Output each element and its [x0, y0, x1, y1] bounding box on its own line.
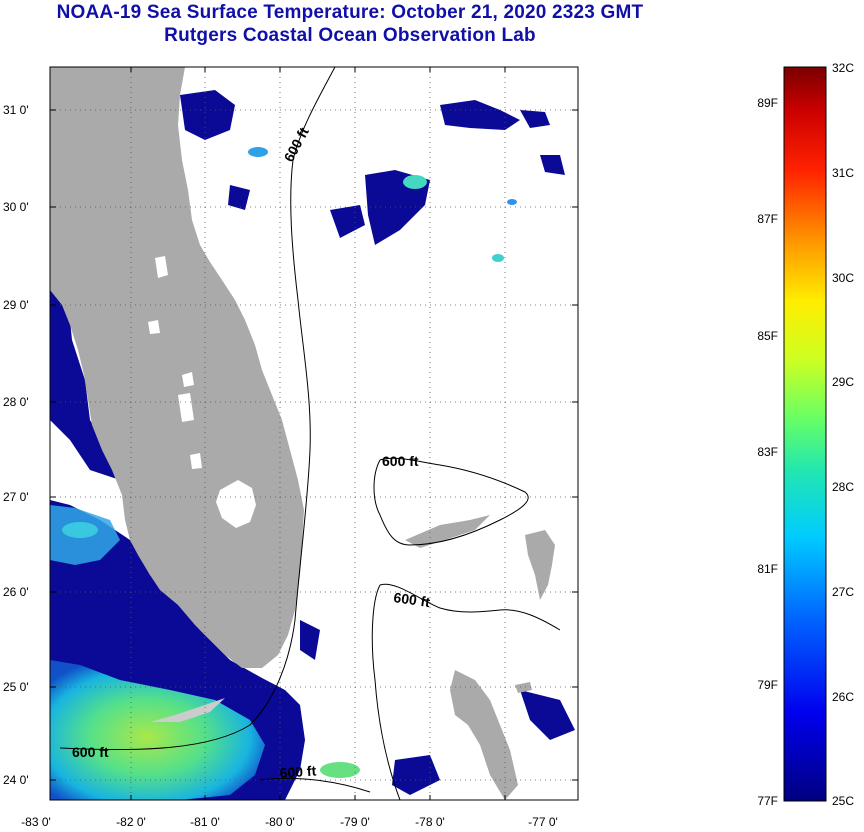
colorbar-fahrenheit-label: 89F [757, 96, 778, 110]
inland-lake-e [190, 453, 202, 469]
warm-speck-f [320, 762, 360, 778]
cold-patch-c [540, 155, 565, 175]
temperature-colorbar [783, 66, 827, 802]
colorbar-celsius-label: 32C [832, 61, 854, 75]
andros-island [450, 670, 518, 800]
grand-bahama [405, 515, 490, 548]
cold-patch-e [228, 185, 250, 210]
lon-label: -77 0' [528, 815, 558, 829]
cold-patch-f [520, 110, 550, 128]
warm-speck-c [492, 254, 504, 262]
colorbar-celsius-label: 25C [832, 794, 854, 808]
warm-speck-a [403, 175, 427, 189]
inland-lake-c [182, 372, 194, 387]
lon-label: -78 0' [415, 815, 445, 829]
lake-okeechobee [216, 480, 256, 528]
map-subtitle: Rutgers Coastal Ocean Observation Lab [164, 25, 536, 46]
abaco-island [525, 530, 555, 600]
colorbar-fahrenheit-label: 79F [757, 678, 778, 692]
isobath-little-bahama-bank [373, 457, 529, 546]
map-title: NOAA-19 Sea Surface Temperature: October… [56, 2, 644, 23]
axis-ticks [50, 67, 578, 800]
inland-lake-b [148, 320, 160, 334]
lon-label: -83 0' [21, 815, 51, 829]
lat-label: 27 0' [3, 490, 29, 504]
colorbar-celsius-label: 29C [832, 375, 854, 389]
lon-label: -81 0' [190, 815, 220, 829]
isobath-keys-south [259, 777, 371, 793]
colorbar-fahrenheit-label: 87F [757, 212, 778, 226]
lat-label: 28 0' [3, 395, 29, 409]
lat-label: 25 0' [3, 680, 29, 694]
lat-label: 24 0' [3, 773, 29, 787]
isobath-contours [59, 67, 561, 800]
contour-label-south: 600 ft [279, 762, 317, 781]
warm-speck-e [62, 522, 98, 538]
cold-patch-h [392, 755, 440, 795]
colorbar-fahrenheit-label: 81F [757, 562, 778, 576]
colorbar-celsius-label: 31C [832, 166, 854, 180]
isobath-great-bahama-bank [371, 583, 561, 800]
inland-lake-d [178, 393, 194, 422]
colorbar-celsius-label: 28C [832, 480, 854, 494]
lat-label: 29 0' [3, 298, 29, 312]
lat-label: 30 0' [3, 200, 29, 214]
colorbar-celsius-label: 27C [832, 585, 854, 599]
warm-speck-b [248, 147, 268, 157]
cold-patch-d [330, 205, 365, 238]
cold-water-north [180, 90, 235, 140]
contour-label-little-bahama: 600 ft [382, 453, 419, 469]
contour-label-great-bahama: 600 ft [393, 589, 432, 610]
lon-label: -79 0' [340, 815, 370, 829]
lon-label: -80 0' [265, 815, 295, 829]
colorbar-fahrenheit-label: 83F [757, 445, 778, 459]
lat-label: 31 0' [3, 103, 29, 117]
lat-label: 26 0' [3, 585, 29, 599]
florida-keys [150, 698, 225, 722]
cold-patch-a [440, 100, 520, 130]
map-frame [49, 66, 579, 801]
colorbar-celsius-label: 30C [832, 271, 854, 285]
warm-speck-d [507, 199, 517, 205]
cold-water-west [50, 290, 120, 480]
contour-label-keys: 600 ft [72, 744, 109, 760]
colorbar-celsius-label: 26C [832, 690, 854, 704]
cold-patch-g [300, 620, 320, 660]
lon-label: -82 0' [116, 815, 146, 829]
bahama-cay [515, 682, 532, 693]
inland-lake-a [155, 256, 168, 278]
colorbar-fahrenheit-label: 77F [757, 794, 778, 808]
warm-water-patch [50, 660, 265, 800]
isobath-florida-shelf [59, 67, 336, 751]
colorbar-fahrenheit-label: 85F [757, 329, 778, 343]
cold-patch-i [520, 690, 575, 740]
